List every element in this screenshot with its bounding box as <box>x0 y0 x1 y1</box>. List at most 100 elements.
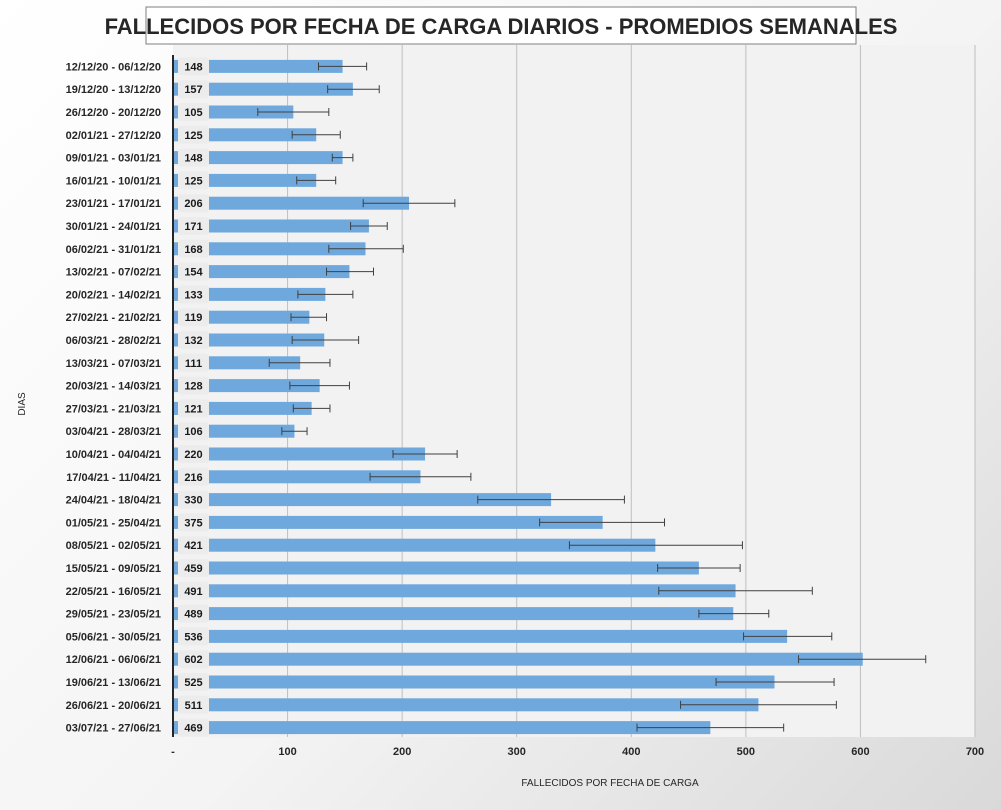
data-label-box <box>178 559 209 577</box>
data-label: 469 <box>184 723 202 735</box>
data-label-box <box>178 331 209 349</box>
category-label: 05/06/21 - 30/05/21 <box>66 631 161 643</box>
data-label: 206 <box>184 198 202 210</box>
data-label-box <box>178 308 209 327</box>
data-label-box <box>178 422 209 441</box>
category-label: 02/01/21 - 27/12/20 <box>66 130 161 142</box>
data-label-box <box>178 285 209 304</box>
category-label: 16/01/21 - 10/01/21 <box>66 175 161 187</box>
bar <box>173 561 699 575</box>
data-label: 171 <box>184 221 202 233</box>
data-label-box <box>178 171 209 190</box>
data-label-box <box>178 718 209 737</box>
category-label: 19/06/21 - 13/06/21 <box>66 677 161 689</box>
data-label-box <box>178 57 209 76</box>
data-label: 111 <box>185 358 202 370</box>
data-label: 119 <box>185 312 203 324</box>
bar <box>173 242 366 256</box>
data-label-box <box>178 695 209 714</box>
category-label: 06/03/21 - 28/02/21 <box>66 335 161 347</box>
data-label-box <box>178 650 209 669</box>
x-tick-label: - <box>171 746 175 758</box>
data-labels: 148 157 105 125 148 125 206 171 168 154 133 119 132 1… <box>178 57 209 737</box>
data-label: 157 <box>184 84 202 96</box>
x-tick-label: 300 <box>508 746 526 758</box>
bar <box>173 59 343 73</box>
data-label: 132 <box>184 335 202 347</box>
bar <box>173 493 552 507</box>
bar <box>173 607 734 621</box>
x-tick-labels: - 100 200 300 400 500 600 700 <box>171 746 984 758</box>
data-label-box <box>178 353 209 372</box>
x-tick-label: 700 <box>966 746 984 758</box>
bar <box>173 379 320 393</box>
title-box <box>145 6 857 45</box>
data-label-box <box>178 194 209 213</box>
bar <box>173 265 350 279</box>
bar <box>173 721 711 735</box>
x-tick-label: 100 <box>278 746 296 758</box>
data-label: 125 <box>184 175 202 187</box>
data-label-box <box>178 581 209 600</box>
data-label: 148 <box>184 61 202 73</box>
data-label: 125 <box>184 130 202 142</box>
data-label-box <box>178 217 209 235</box>
x-tick-label: 400 <box>622 746 640 758</box>
data-label: 525 <box>184 677 202 689</box>
data-label: 128 <box>184 381 202 393</box>
bar <box>173 82 353 96</box>
data-label-box <box>178 125 209 144</box>
category-label: 23/01/21 - 17/01/21 <box>66 198 161 210</box>
data-label-box <box>178 262 209 281</box>
data-label: 536 <box>184 631 202 643</box>
y-axis-title: DIAS <box>17 392 28 416</box>
category-label: 27/02/21 - 21/02/21 <box>66 312 161 324</box>
data-label: 105 <box>184 107 202 119</box>
data-label-box <box>178 536 209 555</box>
bar <box>173 515 603 529</box>
category-labels: 12/12/20 - 06/12/20 19/12/20 - 13/12/20 26… <box>66 61 161 734</box>
data-label-box <box>178 627 209 646</box>
data-label-box <box>178 513 209 532</box>
category-label: 01/05/21 - 25/04/21 <box>66 517 161 529</box>
data-label: 121 <box>184 403 202 415</box>
bar <box>173 584 736 598</box>
bar <box>173 151 343 165</box>
x-tick-label: 600 <box>851 746 869 758</box>
category-label: 20/03/21 - 14/03/21 <box>66 381 161 393</box>
category-label: 26/06/21 - 20/06/21 <box>66 700 161 712</box>
bar <box>173 470 421 484</box>
bar <box>173 196 410 210</box>
data-label: 375 <box>184 517 202 529</box>
data-label-box <box>178 239 209 258</box>
category-label: 03/04/21 - 28/03/21 <box>66 426 161 438</box>
category-label: 12/12/20 - 06/12/20 <box>66 61 161 73</box>
data-label: 133 <box>184 289 202 301</box>
data-label-box <box>178 80 209 99</box>
bar <box>173 675 775 689</box>
bar <box>173 698 759 712</box>
bar <box>173 219 369 233</box>
category-label: 19/12/20 - 13/12/20 <box>66 84 161 96</box>
chart-title: FALLECIDOS POR FECHA DE CARGA DIARIOS - … <box>105 14 898 39</box>
category-label: 26/12/20 - 20/12/20 <box>66 107 161 119</box>
bar <box>173 652 863 666</box>
data-label: 168 <box>184 244 202 256</box>
data-label: 220 <box>184 449 202 461</box>
data-label-box <box>178 490 209 509</box>
data-label: 489 <box>184 609 202 621</box>
data-label: 421 <box>184 540 202 552</box>
category-label: 08/05/21 - 02/05/21 <box>66 540 161 552</box>
category-label: 09/01/21 - 03/01/21 <box>66 153 161 165</box>
category-label: 13/03/21 - 07/03/21 <box>66 358 161 370</box>
data-label: 154 <box>184 267 203 279</box>
category-label: 03/07/21 - 27/06/21 <box>66 723 161 735</box>
data-label: 459 <box>184 563 202 575</box>
data-label-box <box>178 467 209 486</box>
bar <box>173 333 325 347</box>
data-label-box <box>178 445 209 463</box>
category-label: 24/04/21 - 18/04/21 <box>66 495 161 507</box>
category-label: 13/02/21 - 07/02/21 <box>66 267 161 279</box>
category-label: 20/02/21 - 14/02/21 <box>66 289 161 301</box>
data-label-box <box>178 673 209 691</box>
